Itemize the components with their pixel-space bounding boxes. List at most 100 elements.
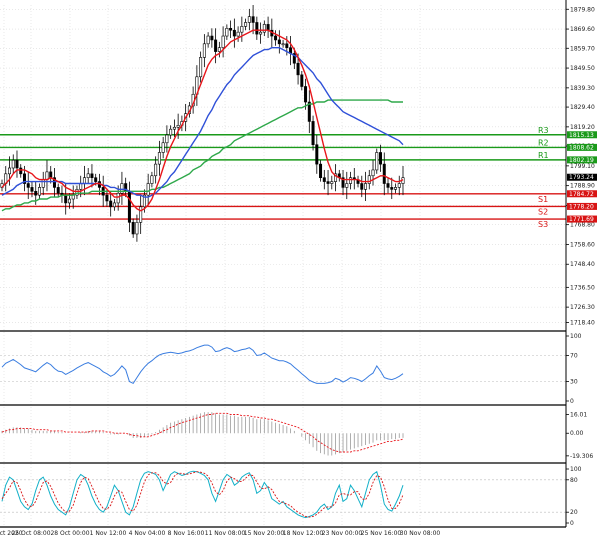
candle-body bbox=[79, 183, 83, 190]
x-tick-label: 22 Oct 2020 bbox=[0, 530, 23, 537]
candle bbox=[304, 78, 308, 110]
candle bbox=[169, 125, 173, 139]
candle-body bbox=[94, 177, 98, 182]
candle bbox=[146, 173, 150, 205]
candle bbox=[390, 177, 394, 200]
stoch-y-tick-label: 100 bbox=[570, 466, 582, 473]
y-tick-label: 1788.90 bbox=[570, 183, 595, 190]
macd-panel bbox=[1, 412, 404, 456]
candle-body bbox=[251, 16, 255, 23]
candle bbox=[360, 175, 364, 198]
candle bbox=[334, 164, 338, 192]
candle bbox=[326, 169, 330, 196]
y-tick-label: 1768.80 bbox=[570, 222, 595, 229]
candle-body bbox=[334, 173, 338, 182]
ma-slow-line bbox=[1, 99, 403, 212]
candle-body bbox=[112, 202, 116, 208]
candle-body bbox=[262, 24, 266, 33]
candle bbox=[26, 171, 30, 200]
candle bbox=[139, 195, 143, 234]
candle-body bbox=[345, 183, 349, 188]
candle bbox=[251, 5, 255, 35]
candle-body bbox=[326, 181, 330, 184]
x-tick-label: 4 Nov 04:00 bbox=[129, 530, 166, 537]
candle-body bbox=[86, 173, 90, 179]
candle-body bbox=[206, 35, 210, 45]
candle-body bbox=[169, 128, 173, 136]
candle-body bbox=[154, 163, 158, 177]
level-tag: 1778.20 bbox=[569, 203, 594, 210]
candle-body bbox=[199, 57, 203, 78]
candle-body bbox=[127, 190, 131, 223]
candle bbox=[120, 171, 124, 205]
stoch-y-tick-label: 0 bbox=[570, 520, 574, 527]
candle bbox=[105, 189, 109, 207]
candle bbox=[30, 181, 34, 198]
current-price-tag-bg bbox=[567, 173, 597, 181]
y-tick-label: 1829.40 bbox=[570, 104, 595, 111]
candle bbox=[315, 135, 319, 174]
candle-body bbox=[307, 101, 311, 122]
candle-body bbox=[49, 171, 53, 179]
candle bbox=[150, 171, 154, 188]
candle bbox=[229, 20, 233, 38]
rsi-line bbox=[1, 344, 404, 385]
y-tick-label: 1736.50 bbox=[570, 284, 595, 291]
candle-body bbox=[229, 27, 233, 31]
y-tick-label: 1799.10 bbox=[570, 163, 595, 170]
candle bbox=[7, 156, 11, 186]
candle-body bbox=[281, 43, 285, 46]
candle bbox=[52, 168, 56, 198]
candle-body bbox=[56, 187, 60, 194]
macd-y-tick-label: -19.306 bbox=[570, 453, 593, 460]
candle-body bbox=[41, 179, 45, 188]
candle bbox=[131, 218, 135, 238]
candle bbox=[109, 191, 113, 217]
candle-body bbox=[360, 183, 364, 190]
candle-body bbox=[259, 31, 263, 35]
candle bbox=[15, 150, 19, 178]
candle-body bbox=[34, 190, 38, 196]
candle bbox=[247, 8, 251, 31]
candle-body bbox=[379, 152, 383, 165]
x-tick-label: 11 Nov 08:00 bbox=[205, 530, 246, 537]
candle bbox=[210, 28, 214, 48]
candle bbox=[157, 140, 161, 176]
x-tick-label: 1 Nov 12:00 bbox=[90, 530, 127, 537]
candle bbox=[225, 24, 229, 40]
candle-body bbox=[386, 183, 390, 188]
candle-body bbox=[240, 26, 244, 33]
candle bbox=[19, 164, 23, 178]
candle bbox=[367, 169, 371, 190]
level-label-r1: R1 bbox=[538, 151, 549, 160]
candle-body bbox=[37, 187, 41, 196]
candle-body bbox=[139, 206, 143, 223]
candle bbox=[161, 136, 165, 159]
candle bbox=[375, 148, 379, 174]
candle-body bbox=[367, 175, 371, 184]
candle-body bbox=[221, 35, 225, 48]
candle-body bbox=[364, 183, 368, 190]
candle bbox=[154, 156, 158, 184]
candle bbox=[386, 177, 390, 194]
candle-body bbox=[232, 29, 236, 37]
candle bbox=[330, 175, 334, 190]
stoch-y-tick-label: 80 bbox=[570, 477, 578, 484]
level-tag: 1808.62 bbox=[569, 144, 594, 151]
x-tick-label: 30 Nov 08:00 bbox=[400, 530, 441, 537]
candle bbox=[274, 30, 278, 46]
candle-body bbox=[172, 126, 176, 130]
candle bbox=[56, 183, 60, 198]
candle bbox=[135, 214, 139, 242]
candle-body bbox=[341, 177, 345, 188]
level-label-r2: R2 bbox=[538, 138, 549, 147]
candle bbox=[86, 168, 90, 184]
candle bbox=[199, 51, 203, 83]
candle bbox=[176, 113, 180, 139]
candle bbox=[341, 169, 345, 196]
candle-body bbox=[30, 187, 34, 192]
candle-body bbox=[296, 62, 300, 76]
level-tag-bg bbox=[567, 215, 597, 223]
x-tick-label: 23 Nov 00:00 bbox=[322, 530, 363, 537]
